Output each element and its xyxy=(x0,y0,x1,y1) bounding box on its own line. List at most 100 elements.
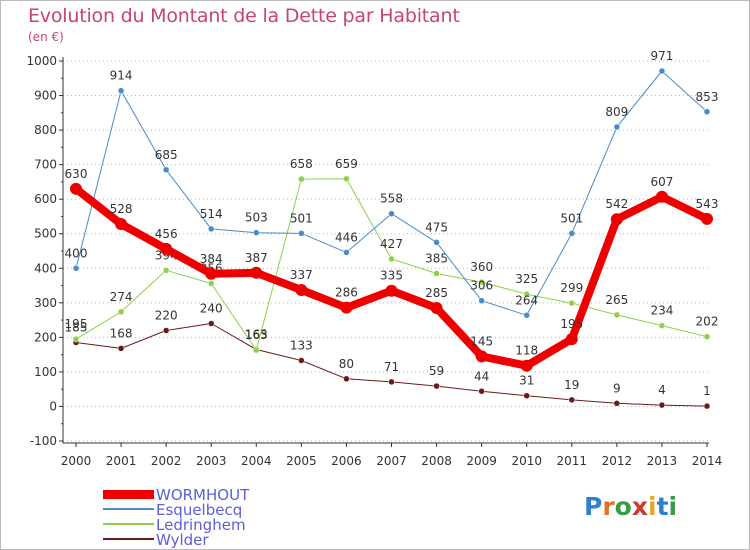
data-point-wormhout xyxy=(160,242,173,255)
y-tick-label: 400 xyxy=(34,261,57,275)
data-label-ledringhem: 299 xyxy=(560,281,583,295)
logo-letter: o xyxy=(614,492,632,521)
data-point-wormhout xyxy=(655,190,668,203)
data-label-wylder: 4 xyxy=(658,383,666,397)
data-point-wormhout xyxy=(340,301,353,314)
y-tick-label: 100 xyxy=(34,365,57,379)
legend-label-wormhout: WORMHOUT xyxy=(156,486,250,504)
data-label-ledringhem: 202 xyxy=(696,315,719,329)
data-label-wylder: 240 xyxy=(200,302,223,316)
data-point-ledringhem xyxy=(207,280,215,287)
x-tick-label: 2013 xyxy=(647,454,678,468)
data-point-ledringhem xyxy=(478,278,485,286)
data-point-wormhout xyxy=(520,359,533,372)
data-point-esquelbecq xyxy=(523,312,530,319)
data-point-esquelbecq xyxy=(343,249,350,256)
logo-letter: i xyxy=(648,492,657,521)
data-point-ledringhem xyxy=(298,175,305,183)
data-label-ledringhem: 325 xyxy=(515,272,538,286)
data-point-wylder xyxy=(568,396,576,404)
logo-letter: r xyxy=(602,492,615,521)
data-label-wormhout: 542 xyxy=(605,197,628,211)
data-label-wylder: 19 xyxy=(564,378,579,392)
data-point-wylder xyxy=(207,320,215,327)
data-point-wylder xyxy=(478,388,485,395)
y-tick-label: 800 xyxy=(34,123,57,137)
data-point-wylder xyxy=(162,327,170,334)
data-label-esquelbecq: 514 xyxy=(200,207,223,221)
data-point-ledringhem xyxy=(433,270,440,277)
data-point-esquelbecq xyxy=(568,230,576,237)
data-label-ledringhem: 195 xyxy=(65,317,88,331)
data-label-wylder: 71 xyxy=(384,360,399,374)
data-label-wormhout: 118 xyxy=(515,344,538,358)
logo-letter: i xyxy=(668,492,678,521)
data-point-wylder xyxy=(523,392,530,399)
data-label-esquelbecq: 853 xyxy=(696,90,719,104)
y-tick-label: 700 xyxy=(34,158,57,172)
y-tick-label: 0 xyxy=(49,399,57,413)
data-label-wormhout: 145 xyxy=(470,334,493,348)
x-tick-label: 2007 xyxy=(376,454,407,468)
legend-swatch-wormhout xyxy=(103,489,154,499)
logo-letter: t xyxy=(656,492,669,521)
data-label-wylder: 1 xyxy=(703,384,711,398)
data-point-esquelbecq xyxy=(207,225,215,233)
data-point-esquelbecq xyxy=(162,166,170,174)
data-label-esquelbecq: 501 xyxy=(560,211,583,225)
data-point-wormhout xyxy=(250,266,263,279)
data-label-wormhout: 543 xyxy=(696,197,719,211)
chart-title: Evolution du Montant de la Dette par Hab… xyxy=(28,5,460,27)
data-label-ledringhem: 360 xyxy=(470,260,493,274)
data-point-wormhout xyxy=(295,284,308,297)
data-label-wylder: 59 xyxy=(429,364,444,378)
data-point-wormhout xyxy=(430,302,443,314)
data-label-wormhout: 335 xyxy=(380,269,403,283)
data-label-wylder: 133 xyxy=(290,339,313,353)
data-label-ledringhem: 274 xyxy=(110,290,133,304)
data-label-esquelbecq: 264 xyxy=(515,293,538,307)
data-label-wormhout: 337 xyxy=(290,268,313,282)
data-point-wormhout xyxy=(565,333,578,346)
x-tick-label: 2002 xyxy=(151,454,182,468)
chart-unit: (en €) xyxy=(28,30,64,44)
legend-label-esquelbecq: Esquelbecq xyxy=(156,501,243,519)
data-point-wylder xyxy=(298,357,305,364)
data-label-esquelbecq: 503 xyxy=(245,211,268,225)
data-label-esquelbecq: 809 xyxy=(605,105,628,119)
data-label-esquelbecq: 306 xyxy=(470,279,493,293)
data-point-wylder xyxy=(388,378,395,386)
legend-swatch-wylder xyxy=(103,538,154,540)
legend-swatch-esquelbecq xyxy=(103,508,154,510)
data-label-esquelbecq: 501 xyxy=(290,211,313,225)
data-label-wormhout: 285 xyxy=(425,286,448,300)
data-point-wormhout xyxy=(205,267,218,280)
data-label-ledringhem: 265 xyxy=(605,293,628,307)
data-point-esquelbecq xyxy=(658,67,666,75)
data-label-ledringhem: 385 xyxy=(425,251,448,265)
data-label-wormhout: 384 xyxy=(200,252,223,266)
data-point-ledringhem xyxy=(117,308,125,316)
x-tick-label: 2010 xyxy=(511,454,542,468)
data-label-ledringhem: 659 xyxy=(335,157,358,171)
x-tick-label: 2001 xyxy=(106,454,137,468)
logo-letter: P xyxy=(584,492,603,521)
data-label-esquelbecq: 558 xyxy=(380,192,403,206)
data-point-wormhout xyxy=(701,212,713,225)
data-label-wormhout: 286 xyxy=(335,286,358,300)
data-label-wylder: 168 xyxy=(110,326,133,340)
data-label-wormhout: 387 xyxy=(245,251,268,265)
data-label-esquelbecq: 971 xyxy=(650,49,673,63)
data-point-esquelbecq xyxy=(388,210,395,217)
proxiti-logo: Proxiti xyxy=(584,492,677,521)
data-label-wylder: 80 xyxy=(339,357,354,371)
data-point-wormhout xyxy=(115,218,128,231)
data-label-wylder: 165 xyxy=(245,327,268,341)
legend-label-ledringhem: Ledringhem xyxy=(156,516,246,534)
data-point-ledringhem xyxy=(523,290,530,298)
y-tick-label: 1000 xyxy=(26,54,57,68)
x-tick-label: 2011 xyxy=(557,454,588,468)
data-point-ledringhem xyxy=(253,346,260,354)
